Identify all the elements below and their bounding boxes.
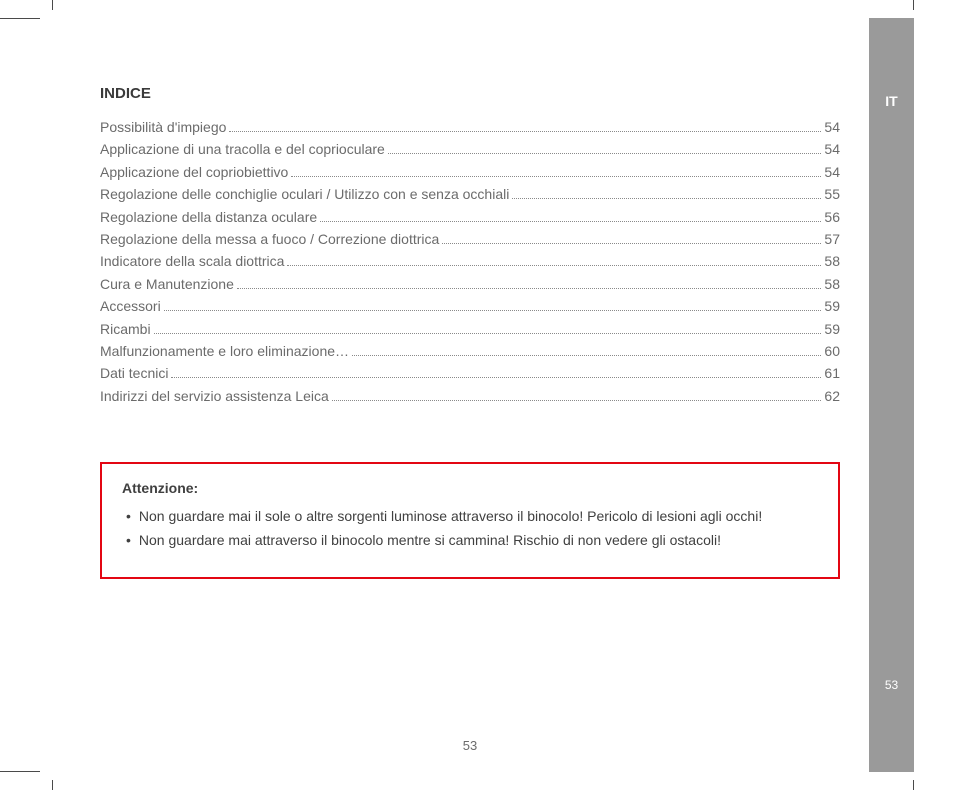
toc-row: Dati tecnici 61 [100,362,840,384]
crop-mark [52,0,53,10]
toc-label: Applicazione di una tracolla e del copri… [100,138,385,160]
toc-row: Indirizzi del servizio assistenza Leica 6… [100,385,840,407]
toc-label: Indicatore della scala diottrica [100,250,284,272]
toc-page-number: 54 [824,138,840,160]
toc-label: Malfunzionamente e loro eliminazione… [100,340,349,362]
crop-mark [52,780,53,790]
toc-label: Indirizzi del servizio assistenza Leica [100,385,329,407]
toc-row: Possibilità d'impiego 54 [100,116,840,138]
toc-leader-dots [332,400,822,401]
toc-row: Regolazione delle conchiglie oculari / U… [100,183,840,205]
toc-row: Cura e Manutenzione 58 [100,273,840,295]
toc-page-number: 62 [824,385,840,407]
toc-page-number: 57 [824,228,840,250]
toc-page-number: 56 [824,206,840,228]
crop-mark [0,18,40,19]
toc-label: Regolazione della messa a fuoco / Correz… [100,228,439,250]
toc-row: Applicazione di una tracolla e del copri… [100,138,840,160]
toc-label: Applicazione del copriobiettivo [100,161,288,183]
toc-leader-dots [388,153,822,154]
warning-item: Non guardare mai il sole o altre sorgent… [126,506,818,526]
warning-item: Non guardare mai attraverso il binocolo … [126,530,818,550]
crop-mark [913,0,914,10]
side-page-number: 53 [869,678,914,692]
toc-page-number: 58 [824,273,840,295]
table-of-contents: Possibilità d'impiego 54 Applicazione di u… [100,116,840,407]
toc-row: Indicatore della scala diottrica 58 [100,250,840,272]
toc-leader-dots [237,288,822,289]
toc-leader-dots [352,355,821,356]
crop-mark [0,771,40,772]
toc-page-number: 59 [824,295,840,317]
toc-leader-dots [229,131,821,132]
toc-label: Possibilità d'impiego [100,116,226,138]
toc-page-number: 58 [824,250,840,272]
toc-row: Accessori 59 [100,295,840,317]
page-title: INDICE [100,85,840,102]
toc-leader-dots [171,377,821,378]
toc-leader-dots [320,221,821,222]
toc-page-number: 59 [824,318,840,340]
language-sidebar: IT 53 [869,18,914,772]
toc-leader-dots [154,333,822,334]
toc-label: Regolazione della distanza oculare [100,206,317,228]
toc-label: Regolazione delle conchiglie oculari / U… [100,183,509,205]
toc-label: Dati tecnici [100,362,168,384]
toc-leader-dots [291,176,821,177]
toc-leader-dots [287,265,821,266]
toc-leader-dots [512,198,821,199]
footer-page-number: 53 [100,738,840,753]
toc-label: Accessori [100,295,161,317]
toc-label: Cura e Manutenzione [100,273,234,295]
warning-box: Attenzione: Non guardare mai il sole o a… [100,462,840,579]
toc-row: Regolazione della distanza oculare 56 [100,206,840,228]
crop-mark [913,780,914,790]
toc-row: Malfunzionamente e loro eliminazione… 60 [100,340,840,362]
toc-page-number: 60 [824,340,840,362]
toc-row: Ricambi 59 [100,318,840,340]
warning-list: Non guardare mai il sole o altre sorgent… [122,506,818,551]
toc-page-number: 54 [824,161,840,183]
toc-leader-dots [164,310,822,311]
toc-label: Ricambi [100,318,151,340]
language-label: IT [869,93,914,109]
toc-row: Regolazione della messa a fuoco / Correz… [100,228,840,250]
toc-page-number: 55 [824,183,840,205]
page-content: INDICE Possibilità d'impiego54Applicazio… [100,85,840,579]
toc-page-number: 54 [824,116,840,138]
toc-leader-dots [442,243,821,244]
warning-title: Attenzione: [122,480,818,496]
toc-row: Applicazione del copriobiettivo 54 [100,161,840,183]
toc-page-number: 61 [824,362,840,384]
